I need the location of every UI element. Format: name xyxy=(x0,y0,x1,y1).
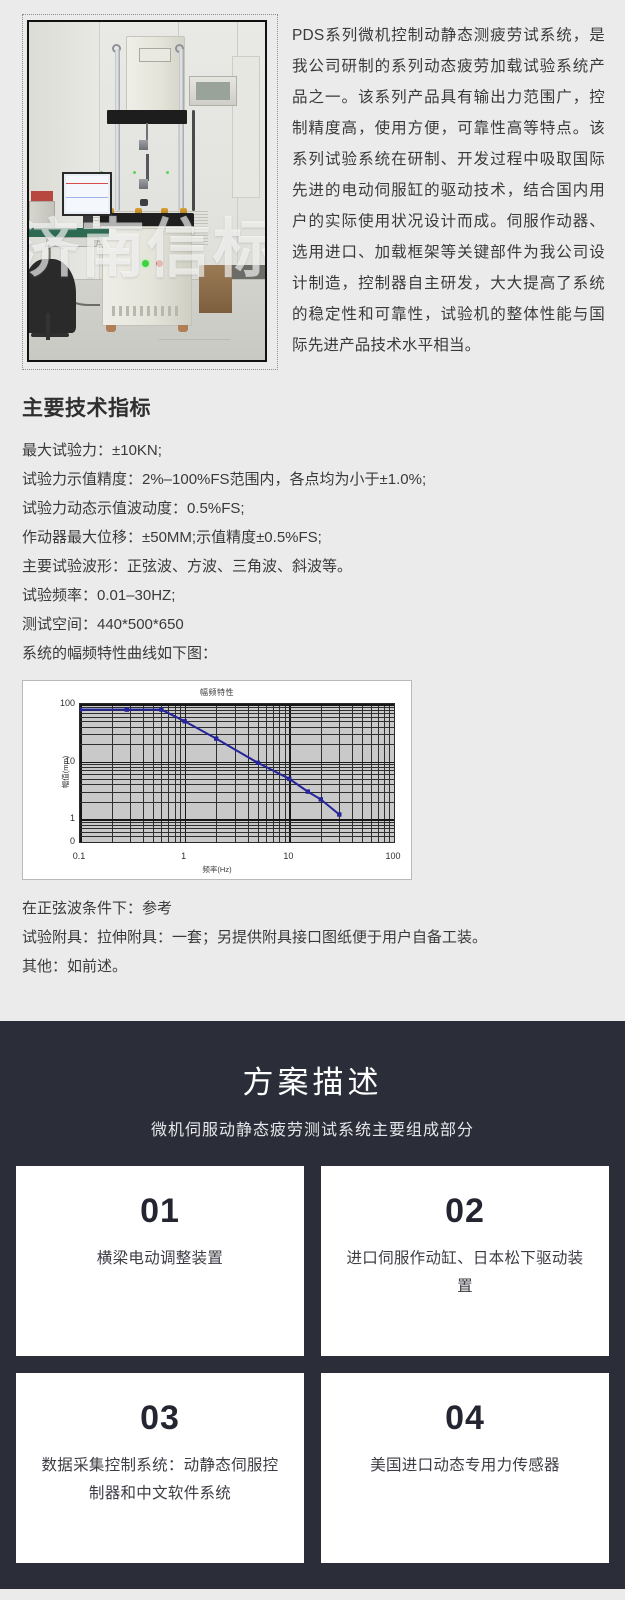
note-fixtures: 试验附具：拉伸附具：一套；另提供附具接口图纸便于用户自备工装。 xyxy=(22,929,488,946)
amplitude-frequency-chart: 幅频特性 幅值(mm) 频率(Hz) 0 1 10 100 0.1 1 10 100 xyxy=(22,680,412,880)
card-number: 04 xyxy=(445,1399,485,1437)
crosshead-beam xyxy=(106,109,188,125)
office-chair xyxy=(29,258,77,333)
guide-column-right xyxy=(178,49,184,212)
chart-plot-area xyxy=(79,703,395,843)
cardboard-box xyxy=(198,265,232,313)
chart-y-tick: 100 xyxy=(59,698,75,708)
product-photo: 济南信标 xyxy=(27,20,267,362)
floor-line xyxy=(158,338,230,340)
note-other: 其他：如前述。 xyxy=(22,958,128,975)
spec-line-waveforms: 主要试验波形：正弦波、方波、三角波、斜波等。 xyxy=(22,558,353,575)
spec-line-force-accuracy: 试验力示值精度：2%–100%FS范围内，各点均为小于±1.0%; xyxy=(22,471,427,488)
spec-line-force-ripple: 试验力动态示值波动度：0.5%FS; xyxy=(22,500,245,517)
product-photo-frame: 济南信标 xyxy=(22,14,278,370)
solution-title: 方案描述 xyxy=(242,1065,383,1100)
component-card-01[interactable]: 01 横梁电动调整装置 xyxy=(16,1166,304,1356)
component-card-04[interactable]: 04 美国进口动态专用力传感器 xyxy=(321,1373,609,1563)
spec-line-displacement: 作动器最大位移：±50MM;示值精度±0.5%FS; xyxy=(22,529,322,546)
card-text: 横梁电动调整装置 xyxy=(96,1250,224,1267)
chart-x-tick: 1 xyxy=(181,851,187,861)
card-number: 01 xyxy=(140,1192,180,1230)
wall-seam xyxy=(177,22,179,273)
component-card-grid: 01 横梁电动调整装置 02 进口伺服作动缸、日本松下驱动装置 03 数据采集控… xyxy=(16,1166,609,1563)
card-text: 进口伺服作动缸、日本松下驱动装置 xyxy=(346,1250,584,1295)
card-number: 03 xyxy=(140,1399,180,1437)
chair-post xyxy=(45,312,50,340)
chart-y-tick: 0 xyxy=(69,836,75,846)
status-led-green xyxy=(132,170,136,174)
guide-column-left xyxy=(115,49,121,212)
table-bolt xyxy=(135,207,143,216)
cabinet-vent xyxy=(111,305,183,317)
chart-x-tick: 10 xyxy=(283,851,294,861)
intro-paragraph: PDS系列微机控制动静态测疲劳试系统，是我公司研制的系列动态疲劳加载试验系统产品… xyxy=(292,27,605,354)
component-card-02[interactable]: 02 进口伺服作动缸、日本松下驱动装置 xyxy=(321,1166,609,1356)
status-led-green xyxy=(165,170,169,174)
lower-grip xyxy=(138,179,148,190)
component-card-03[interactable]: 03 数据采集控制系统：动静态伺服控制器和中文软件系统 xyxy=(16,1373,304,1563)
spec-line-chart-intro: 系统的幅频特性曲线如下图： xyxy=(22,645,218,662)
computer-monitor xyxy=(62,172,112,217)
table-bolt xyxy=(161,207,169,216)
spec-line-max-force: 最大试验力：±10KN; xyxy=(22,442,162,459)
spec-line-frequency: 试验频率：0.01–30HZ; xyxy=(22,587,176,604)
chart-gridlines xyxy=(80,704,394,842)
work-desk xyxy=(29,228,110,237)
wall-shelf xyxy=(231,55,261,198)
emergency-stop-button xyxy=(156,260,164,268)
monitor-stand xyxy=(83,216,94,230)
test-specimen xyxy=(145,153,149,181)
cable-hose xyxy=(191,109,195,212)
status-led-green xyxy=(99,170,103,174)
wall-control-unit xyxy=(189,76,237,107)
solution-section: 方案描述 微机伺服动静态疲劳测试系统主要组成部分 01 横梁电动调整装置 02 … xyxy=(0,1021,625,1589)
card-text: 数据采集控制系统：动静态伺服控制器和中文软件系统 xyxy=(41,1457,279,1502)
power-led-green xyxy=(142,260,150,268)
note-sine-condition: 在正弦波条件下：参考 xyxy=(22,900,173,917)
monitor-screen-chart xyxy=(66,176,108,213)
machine-table-top xyxy=(99,212,195,229)
solution-subtitle: 微机伺服动静态疲劳测试系统主要组成部分 xyxy=(150,1122,474,1139)
card-text: 美国进口动态专用力传感器 xyxy=(370,1457,560,1474)
wall-unit-screen xyxy=(195,82,231,101)
spec-section: 主要技术指标 最大试验力：±10KN; 试验力示值精度：2%–100%FS范围内… xyxy=(0,370,625,880)
machine-foot xyxy=(177,324,188,332)
chart-x-axis-label: 频率(Hz) xyxy=(202,865,232,874)
upper-grip xyxy=(138,140,148,151)
spec-title: 主要技术指标 xyxy=(22,397,151,420)
chart-series-line xyxy=(80,707,342,817)
card-number: 02 xyxy=(445,1192,485,1230)
chart-y-tick: 10 xyxy=(64,755,75,766)
chart-y-tick: 1 xyxy=(69,813,75,824)
chart-x-tick: 0.1 xyxy=(72,851,86,861)
grip-rod xyxy=(146,123,149,144)
chart-title: 幅频特性 xyxy=(200,688,234,697)
load-cell xyxy=(139,199,148,207)
red-folder xyxy=(31,191,53,202)
machine-head-unit xyxy=(125,35,185,117)
intro-section: 济南信标 PDS系列微机控制动静态测疲劳试系统，是我公司研制的系列动态疲劳加载试… xyxy=(0,0,625,370)
spec-line-test-space: 测试空间：440*500*650 xyxy=(22,616,184,633)
chair-base xyxy=(31,332,70,337)
chart-x-tick: 100 xyxy=(385,851,401,861)
notes-section: 在正弦波条件下：参考 试验附具：拉伸附具：一套；另提供附具接口图纸便于用户自备工… xyxy=(0,884,625,1021)
machine-foot xyxy=(105,324,116,332)
machine-head-panel xyxy=(139,47,172,62)
table-bolt xyxy=(180,207,188,216)
